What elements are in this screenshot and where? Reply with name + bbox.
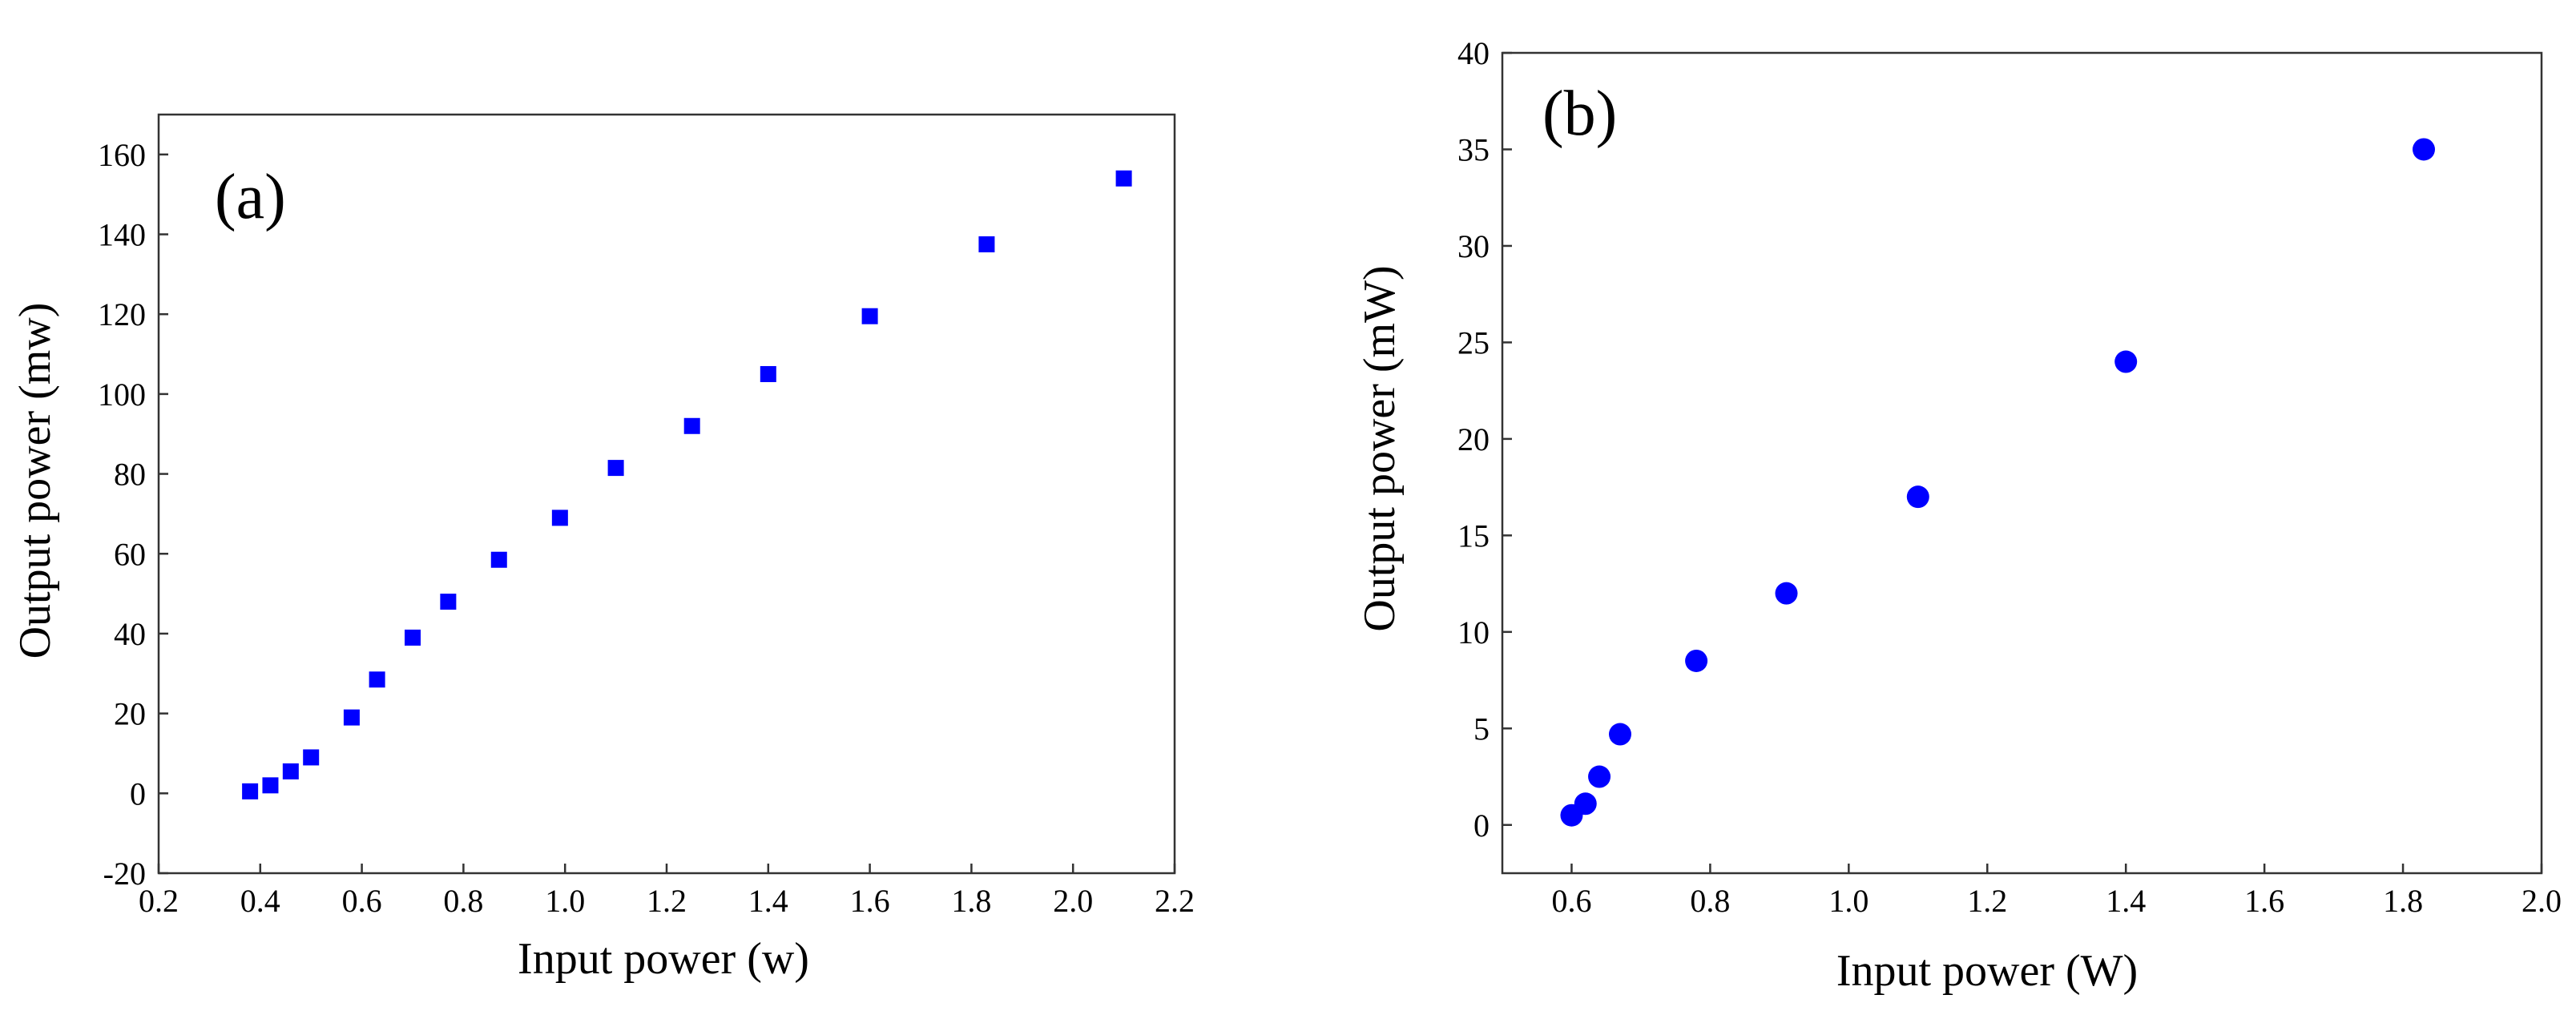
y-tick-label-a: -20: [103, 856, 146, 892]
y-tick-label-a: 120: [98, 296, 146, 332]
x-tick-label-a: 1.8: [951, 883, 991, 919]
data-point-b: [2114, 350, 2138, 373]
x-tick-label-a: 2.2: [1155, 883, 1195, 919]
panel-label-b: (b): [1542, 79, 1617, 149]
x-tick-label-b: 1.2: [1967, 883, 2007, 919]
y-tick-label-b: 10: [1457, 614, 1490, 650]
y-tick-label-b: 40: [1457, 35, 1490, 71]
x-tick-label-a: 0.6: [342, 883, 382, 919]
data-point-b: [1775, 582, 1798, 605]
data-point-b: [1574, 792, 1597, 816]
y-tick-label-b: 15: [1457, 518, 1490, 554]
data-point-a: [551, 509, 568, 526]
data-point-a: [490, 551, 507, 568]
x-tick-label-a: 0.2: [139, 883, 179, 919]
x-tick-label-b: 1.4: [2106, 883, 2146, 919]
data-point-a: [282, 763, 299, 779]
data-point-a: [861, 308, 878, 324]
data-point-a: [242, 783, 259, 799]
y-tick-label-b: 25: [1457, 324, 1490, 360]
x-tick-label-a: 1.2: [647, 883, 687, 919]
y-tick-label-a: 140: [98, 217, 146, 253]
y-tick-label-a: 0: [130, 775, 146, 812]
y-tick-label-b: 0: [1473, 808, 1490, 844]
chart-panel-a: (a) Input power (w) Output power (mw) 0.…: [10, 113, 1195, 984]
data-point-a: [369, 671, 385, 688]
x-tick-label-a: 0.8: [443, 883, 483, 919]
y-tick-label-a: 80: [114, 457, 146, 493]
data-point-b: [1588, 765, 1611, 788]
panel-label-a: (a): [215, 162, 286, 232]
data-point-b: [1685, 649, 1708, 672]
data-point-a: [1115, 170, 1132, 187]
data-point-a: [683, 417, 700, 434]
data-point-a: [978, 236, 995, 252]
y-tick-label-b: 5: [1473, 711, 1490, 747]
data-point-a: [262, 777, 279, 794]
y-tick-label-a: 40: [114, 616, 146, 652]
y-axis-title-a: Output power (mw): [10, 303, 60, 659]
y-tick-label-a: 20: [114, 696, 146, 732]
x-tick-label-a: 2.0: [1053, 883, 1093, 919]
x-tick-label-a: 1.6: [850, 883, 890, 919]
y-tick-label-a: 60: [114, 536, 146, 572]
data-point-a: [440, 594, 457, 610]
y-tick-label-a: 160: [98, 137, 146, 173]
x-axis-title-b: Input power (W): [1836, 946, 2138, 996]
x-tick-label-a: 1.0: [545, 883, 585, 919]
data-point-b: [2413, 138, 2436, 161]
y-axis-title-b: Output power (mW): [1355, 265, 1405, 631]
x-tick-label-a: 1.4: [748, 883, 788, 919]
plot-frame-b: [1501, 51, 2543, 875]
x-tick-label-b: 1.6: [2244, 883, 2284, 919]
data-point-b: [1906, 485, 1929, 509]
data-point-a: [607, 460, 624, 477]
x-tick-label-b: 1.8: [2383, 883, 2423, 919]
y-tick-label-b: 35: [1457, 131, 1490, 167]
x-tick-label-b: 2.0: [2522, 883, 2562, 919]
y-tick-label-b: 20: [1457, 421, 1490, 457]
x-axis-title-a: Input power (w): [518, 934, 809, 984]
chart-panel-b: (b) Input power (W) Output power (mW) 0.…: [1355, 35, 2562, 996]
x-tick-label-b: 1.0: [1828, 883, 1869, 919]
data-point-b: [1608, 723, 1631, 746]
data-point-a: [405, 629, 421, 646]
x-tick-label-b: 0.6: [1551, 883, 1591, 919]
x-tick-label-a: 0.4: [240, 883, 280, 919]
data-point-a: [760, 365, 776, 382]
y-tick-label-b: 30: [1457, 228, 1490, 264]
y-tick-label-a: 100: [98, 377, 146, 413]
data-point-a: [303, 749, 320, 766]
x-tick-label-b: 0.8: [1690, 883, 1730, 919]
data-point-a: [343, 709, 360, 726]
